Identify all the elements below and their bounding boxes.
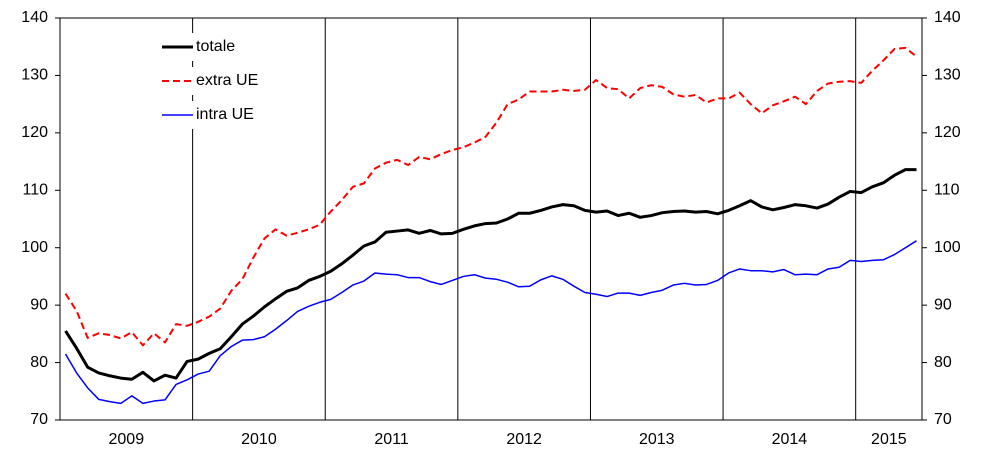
- legend-label: extra UE: [196, 72, 258, 89]
- x-tick-label: 2015: [871, 431, 907, 448]
- y-tick-label: 130: [21, 67, 48, 84]
- legend-label: totale: [196, 38, 235, 55]
- series-line: [64, 168, 917, 383]
- x-tick-label: 2012: [506, 431, 542, 448]
- x-tick-label: 2009: [109, 431, 145, 448]
- y-tick-label: 100: [21, 239, 48, 256]
- x-tick-label: 2011: [374, 431, 409, 448]
- y2-tick-label: 100: [934, 239, 961, 256]
- y-tick-label: 80: [30, 354, 48, 371]
- legend-label: intra UE: [196, 106, 254, 123]
- x-tick-label: 2014: [772, 431, 808, 448]
- y2-tick-label: 80: [934, 354, 952, 371]
- y-tick-label: 70: [30, 411, 48, 428]
- y2-tick-label: 110: [934, 182, 960, 199]
- y-tick-label: 110: [22, 182, 48, 199]
- y2-tick-label: 130: [934, 67, 961, 84]
- y-tick-label: 90: [30, 296, 48, 313]
- plot-frame: [59, 17, 923, 421]
- y2-tick-label: 70: [934, 411, 952, 428]
- y2-tick-label: 140: [934, 9, 961, 26]
- y-tick-label: 120: [21, 124, 48, 141]
- series-line: [64, 240, 917, 405]
- y2-tick-label: 90: [934, 296, 952, 313]
- y-tick-label: 140: [21, 9, 48, 26]
- y2-tick-label: 120: [934, 124, 961, 141]
- x-tick-label: 2010: [241, 431, 277, 448]
- series-line: [64, 46, 918, 347]
- x-tick-label: 2013: [639, 431, 675, 448]
